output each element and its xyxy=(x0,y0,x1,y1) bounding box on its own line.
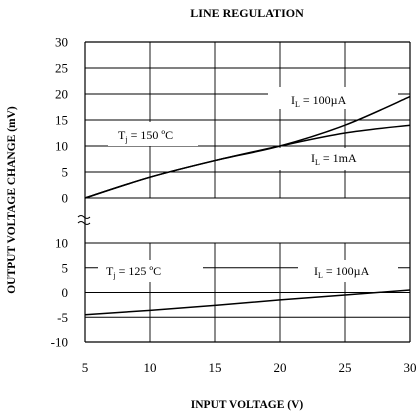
y-tick-label: 20 xyxy=(55,87,68,102)
curve-layer xyxy=(84,95,411,316)
y-tick-label: 0 xyxy=(62,285,69,300)
axis-break-symbol xyxy=(77,215,91,225)
x-axis-label: INPUT VOLTAGE (V) xyxy=(191,399,304,411)
curve-annotation: IL = 1mA xyxy=(311,151,357,167)
grid-layer xyxy=(84,41,411,343)
y-tick-label: -10 xyxy=(51,335,68,350)
y-tick-label: 15 xyxy=(55,113,68,128)
y-tick-label: 5 xyxy=(62,165,69,180)
annotation-mask xyxy=(98,260,203,282)
x-tick-label: 25 xyxy=(339,360,352,375)
curve-annotation: Tj = 150 ºC xyxy=(118,128,173,144)
x-tick-label: 20 xyxy=(274,360,287,375)
x-tick-label: 5 xyxy=(82,360,89,375)
x-tick-label: 15 xyxy=(209,360,222,375)
y-axis-label: OUTPUT VOLTAGE CHANGE (mV) xyxy=(6,106,18,294)
annotation-mask xyxy=(268,148,388,170)
annotation-mask xyxy=(268,87,398,109)
curve-annotation: Tj = 125 ºC xyxy=(106,264,161,280)
y-tick-label: -5 xyxy=(57,310,68,325)
series-line xyxy=(84,289,411,316)
y-tick-label: 25 xyxy=(55,61,68,76)
x-tick-label: 10 xyxy=(144,360,157,375)
curve-annotation: IL = 100µA xyxy=(291,93,347,109)
y-tick-label: 5 xyxy=(62,260,69,275)
y-tick-label: 0 xyxy=(62,191,69,206)
x-tick-label: 30 xyxy=(404,360,417,375)
annotation-layer: Tj = 150 ºC IL = 100µA IL = 1mA Tj = 125 ºC… xyxy=(106,93,370,280)
annotation-mask xyxy=(298,260,398,282)
curve-annotation: IL = 100µA xyxy=(314,264,370,280)
y-tick-label: 10 xyxy=(55,139,68,154)
y-tick-label: 30 xyxy=(55,35,68,50)
tick-layer: 0 5 10 15 20 25 30 -10 -5 0 5 10 5 10 15 20 25 30 xyxy=(51,35,417,376)
annotation-mask xyxy=(108,122,198,146)
series-line xyxy=(84,124,411,199)
y-tick-label: 10 xyxy=(55,236,68,251)
chart-title: LINE REGULATION xyxy=(190,6,304,20)
